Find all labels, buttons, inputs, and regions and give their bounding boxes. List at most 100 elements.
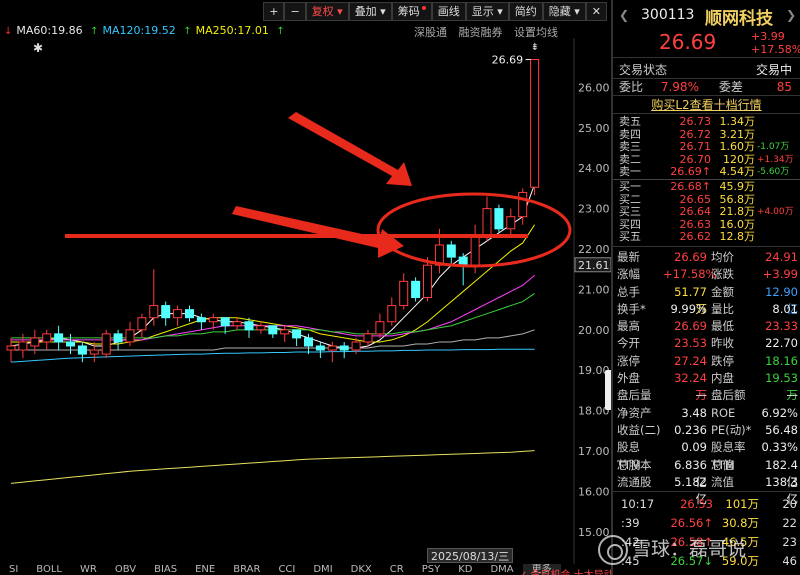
- stat-label: 昨收: [711, 336, 734, 351]
- crosshair-date-label: 2025/08/13/三: [427, 548, 514, 563]
- order-volume-change: [755, 219, 800, 232]
- stat-value: 8.01: [772, 301, 798, 316]
- stat-label: 涨幅: [617, 267, 640, 282]
- indicator-tab-brar[interactable]: BRAR: [233, 564, 261, 575]
- stat-value: 24.91: [765, 249, 798, 264]
- indicator-tab-ene[interactable]: ENE: [195, 564, 216, 575]
- candle-down: [339, 345, 349, 351]
- stat-value: 27.24: [674, 353, 707, 368]
- price-tick-label: 19.00: [578, 364, 610, 377]
- indicator-tab-dmi[interactable]: DMI: [313, 564, 333, 575]
- stat-row: 净资产 3.48 ROE 6.92%: [613, 405, 800, 422]
- candle-up: [208, 317, 218, 323]
- order-volume-change: [755, 181, 800, 194]
- tick-count: 46: [782, 554, 797, 569]
- stat-value: 18.16: [765, 353, 798, 368]
- candle-up: [137, 317, 147, 331]
- stat-value: 51.77万: [674, 284, 707, 316]
- candle-down: [244, 321, 254, 331]
- stat-row: 今开 23.53 昨收 22.70: [613, 335, 800, 352]
- overlay-dropdown[interactable]: 叠加 ▾: [348, 2, 392, 21]
- candle-up: [101, 333, 111, 355]
- simple-button[interactable]: 简约: [508, 2, 543, 21]
- prev-stock-icon[interactable]: ❮: [619, 8, 630, 22]
- stat-value: 0.09: [681, 440, 707, 455]
- hk-connect-link[interactable]: 深股通: [414, 26, 447, 39]
- tick-volume: 59.1万: [713, 571, 759, 575]
- bid-row[interactable]: 买四 26.63 16.0万: [613, 217, 800, 232]
- ma120-line: [10, 348, 535, 363]
- tick-time: :48: [621, 571, 661, 575]
- margin-trading-link[interactable]: 融资融券: [458, 26, 503, 39]
- candle-up: [363, 333, 373, 343]
- indicator-tab-dma[interactable]: DMA: [490, 564, 514, 575]
- kline-chart[interactable]: 26.00 25.00 24.00 23.00 22.00 21.00 20.00 19.00…: [0, 0, 611, 564]
- ask-row[interactable]: 卖三 26.71 1.60万 -1.07万: [613, 141, 800, 154]
- order-price: 26.73: [679, 115, 712, 128]
- order-volume: 3.21万: [719, 127, 756, 141]
- candle-up: [399, 280, 409, 307]
- ask-row[interactable]: 卖五 26.73 1.34万: [613, 115, 800, 129]
- ask-row[interactable]: 卖一 26.69↑ 4.54万 -5.60万: [613, 166, 800, 179]
- zoom-in-button[interactable]: +: [263, 2, 285, 21]
- order-level-label: 买一: [619, 179, 641, 193]
- order-price: 26.62: [679, 230, 712, 244]
- trade-status-value: 交易中: [755, 63, 792, 77]
- stat-label: 涨跌: [711, 267, 734, 282]
- ask-row[interactable]: 卖二 26.70 120万 +1.34万: [613, 153, 800, 167]
- bottom-tabs[interactable]: ✓ 今日机会 十大异动: [519, 566, 611, 575]
- indicator-tab-obv[interactable]: OBV: [114, 564, 137, 575]
- trade-status-row: 交易状态 交易中: [613, 62, 800, 79]
- candle-up: [327, 345, 337, 351]
- close-icon[interactable]: ✕: [585, 2, 607, 21]
- candle-up: [149, 305, 159, 319]
- candle-up: [470, 236, 480, 266]
- weibi-row: 委比 7.98% 委差 85: [613, 79, 800, 96]
- indicator-tab-psy[interactable]: PSY: [421, 564, 441, 575]
- chips-button[interactable]: 筹码: [391, 2, 432, 21]
- order-volume: 16.0万: [719, 217, 756, 231]
- stat-row: 最高 26.69 最低 23.33: [613, 318, 800, 335]
- indicator-tab-cci[interactable]: CCI: [278, 564, 296, 575]
- stat-value: +3.99: [762, 267, 798, 282]
- display-dropdown[interactable]: 显示 ▾: [465, 2, 509, 21]
- ask-row[interactable]: 卖四 26.72 3.21万: [613, 127, 800, 142]
- stat-value: —: [786, 388, 799, 403]
- indicator-tab-kd[interactable]: KD: [458, 564, 473, 575]
- indicator-tab-si[interactable]: SI: [9, 564, 19, 575]
- kline-chart-pane[interactable]: 26.00 25.00 24.00 23.00 22.00 21.00 20.00 19.00…: [0, 0, 611, 575]
- indicator-tab-boll[interactable]: BOLL: [36, 564, 62, 575]
- fuquan-dropdown[interactable]: 复权 ▾: [305, 2, 349, 21]
- current-price-box: [574, 257, 611, 273]
- price-tick-label: 24.00: [578, 162, 610, 175]
- stock-price: 26.69: [659, 30, 717, 54]
- zoom-out-button[interactable]: −: [284, 2, 306, 21]
- chips-label: 筹码: [397, 5, 420, 18]
- order-price: 26.72: [679, 127, 712, 141]
- ma250-line: [10, 450, 535, 484]
- annotation-arrow-lower: [232, 206, 404, 258]
- candle-up: [30, 337, 40, 347]
- pane-resize-handle[interactable]: [605, 370, 615, 410]
- indicator-tab-bias[interactable]: BIAS: [154, 564, 178, 575]
- indicator-tab-dkx[interactable]: DKX: [350, 564, 372, 575]
- hide-dropdown[interactable]: 隐藏 ▾: [542, 2, 586, 21]
- indicator-tab-cr[interactable]: CR: [389, 564, 404, 575]
- candle-down: [304, 337, 313, 347]
- next-stock-icon[interactable]: ❯: [785, 8, 796, 22]
- order-volume-change: [755, 231, 800, 244]
- stat-label: 均价: [711, 249, 734, 264]
- indicator-tab-wr[interactable]: WR: [80, 564, 97, 575]
- price-tick-label: 21.00: [578, 283, 610, 296]
- order-level-label: 买二: [619, 192, 641, 206]
- bid-row[interactable]: 买一 26.68↑ 45.9万: [613, 179, 800, 194]
- candle-down: [220, 317, 230, 327]
- indicator-more-button[interactable]: 更多: [522, 564, 561, 575]
- bid-row[interactable]: 买二 26.65 56.8万: [613, 192, 800, 207]
- buy-l2-link[interactable]: 购买L2查看十档行情: [613, 96, 800, 114]
- stat-value: 56.48: [765, 422, 798, 437]
- ma-settings-link[interactable]: 设置均线: [514, 26, 558, 39]
- bid-row[interactable]: 买五 26.62 12.8万: [613, 231, 800, 244]
- bid-row[interactable]: 买三 26.64 21.8万 +4.00万: [613, 206, 800, 219]
- draw-line-button[interactable]: 画线: [431, 2, 466, 21]
